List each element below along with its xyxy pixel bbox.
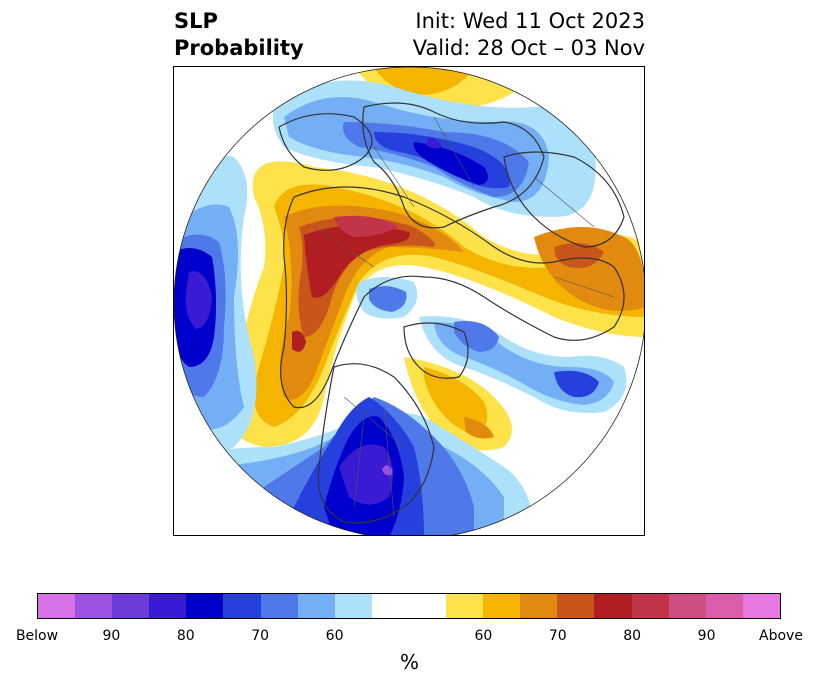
colorbar-tick-label: 60 (325, 628, 344, 644)
map-dates: Init: Wed 11 Oct 2023 Valid: 28 Oct – 03… (413, 8, 645, 62)
colorbar-swatch (668, 594, 706, 618)
map-title: SLP Probability (174, 8, 304, 62)
colorbar-tick-label: 70 (548, 628, 567, 644)
colorbar-tick-label: 80 (176, 628, 195, 644)
colorbar-tick-label: 80 (623, 628, 642, 644)
colorbar-tick-label: 90 (102, 628, 121, 644)
colorbar-swatch (38, 594, 76, 618)
colorbar-tick-labels: Below 90 80 70 60 60 70 80 90 Above (0, 628, 819, 646)
colorbar-tick-label: 70 (251, 628, 270, 644)
colorbar-unit-label: % (399, 650, 419, 674)
map-panel (173, 66, 645, 536)
colorbar-tick-label: 90 (697, 628, 716, 644)
colorbar (37, 593, 781, 619)
colorbar-swatch (742, 594, 780, 618)
colorbar-swatch (446, 594, 484, 618)
title-line-variable: SLP (174, 9, 218, 33)
colorbar-swatch (334, 594, 372, 618)
colorbar-tick-label: 60 (474, 628, 493, 644)
colorbar-swatch (594, 594, 632, 618)
colorbar-swatch (705, 594, 743, 618)
coastlines (278, 102, 625, 524)
colorbar-swatch (520, 594, 558, 618)
colorbar-swatch (75, 594, 113, 618)
init-date: Init: Wed 11 Oct 2023 (415, 9, 645, 33)
colorbar-tick-label: Below (15, 628, 59, 644)
colorbar-swatch (631, 594, 669, 618)
polar-probability-map (174, 67, 644, 535)
colorbar-swatch (186, 594, 224, 618)
colorbar-swatch (297, 594, 335, 618)
colorbar-swatch (223, 594, 261, 618)
colorbar-swatch (371, 594, 409, 618)
colorbar-swatch (149, 594, 187, 618)
colorbar-swatch (483, 594, 521, 618)
colorbar-swatch (408, 594, 447, 618)
colorbar-tick-label: Above (759, 628, 803, 644)
colorbar-swatch (260, 594, 298, 618)
title-line-metric: Probability (174, 36, 304, 60)
above-normal-areas (228, 67, 644, 451)
borders (313, 116, 615, 518)
colorbar-swatch (112, 594, 150, 618)
colorbar-swatch (557, 594, 595, 618)
valid-range: Valid: 28 Oct – 03 Nov (412, 36, 645, 60)
